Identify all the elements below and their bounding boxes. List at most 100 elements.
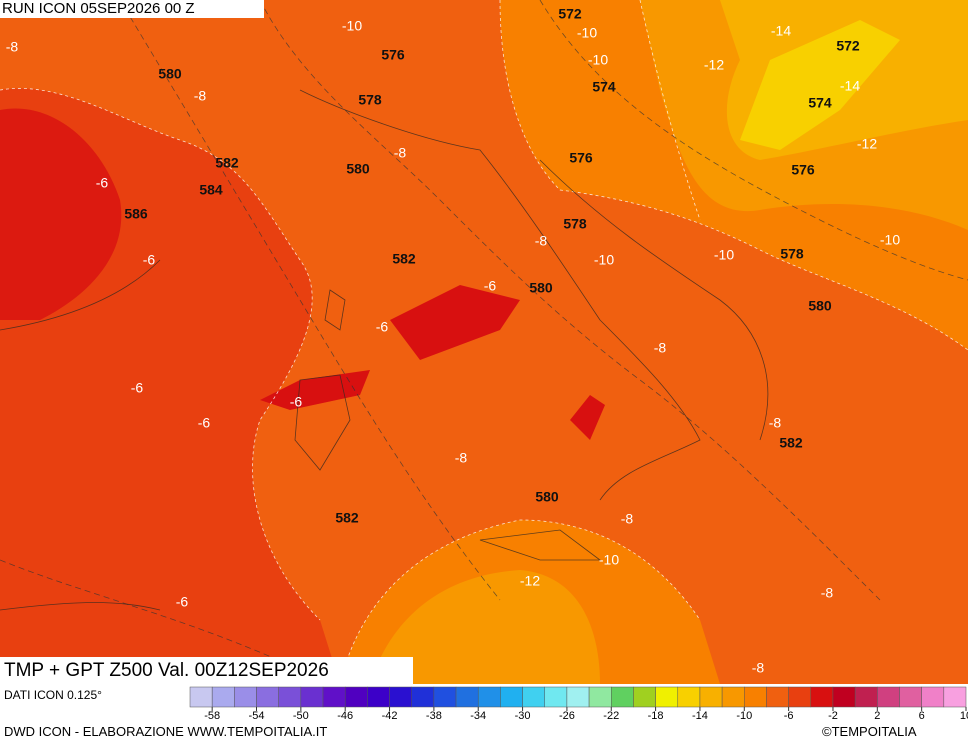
- colorbar-tick-label: 2: [874, 710, 880, 722]
- temperature-label: -6: [143, 252, 156, 268]
- temperature-label: -10: [599, 552, 619, 568]
- map-title: TMP + GPT Z500 Val. 00Z12SEP2026: [0, 657, 413, 684]
- temperature-label: -8: [194, 88, 207, 104]
- geopotential-lines: [0, 0, 968, 685]
- colorbar-swatch: [455, 686, 479, 708]
- colorbar-swatch: [300, 686, 324, 708]
- geopotential-label: 574: [808, 95, 832, 111]
- colorbar-swatch: [344, 686, 368, 708]
- colorbar-swatch: [810, 686, 834, 708]
- temperature-label: -6: [96, 175, 109, 191]
- colorbar-tick-label: -6: [784, 710, 794, 722]
- geopotential-label: 576: [381, 47, 405, 63]
- geopotential-label: 574: [592, 79, 616, 95]
- colorbar-swatch: [367, 686, 390, 708]
- geopotential-label: 584: [199, 182, 223, 198]
- temperature-label: -8: [752, 660, 765, 676]
- colorbar-swatch: [832, 686, 856, 708]
- colorbar-swatch: [921, 686, 945, 708]
- colorbar-tick-label: -34: [470, 710, 486, 722]
- colorbar-swatch: [744, 686, 767, 708]
- geopotential-label: 580: [158, 66, 182, 82]
- warm-core: [390, 285, 520, 360]
- temperature-label: -10: [342, 18, 362, 34]
- colorbar-swatch: [477, 686, 501, 708]
- geopotential-label: 582: [779, 435, 803, 451]
- credit: DWD ICON - ELABORAZIONE WWW.TEMPOITALIA.…: [4, 724, 328, 739]
- colorbar-swatch: [566, 686, 590, 708]
- temperature-label: -6: [484, 278, 497, 294]
- temperature-label: -6: [131, 380, 144, 396]
- geopotential-label: 572: [558, 6, 582, 22]
- colorbar-swatch: [677, 686, 701, 708]
- colorbar-swatch: [522, 686, 545, 708]
- temperature-label: -12: [704, 57, 724, 73]
- colorbar-tick-label: -54: [249, 710, 265, 722]
- warm-core: [570, 395, 605, 440]
- colorbar-swatch: [433, 686, 457, 708]
- colorbar-swatch: [322, 686, 346, 708]
- temperature-label: -8: [394, 145, 407, 161]
- colorbar-swatch: [877, 686, 900, 708]
- colorbar-tick-label: -30: [515, 710, 531, 722]
- colorbar-swatch: [411, 686, 435, 708]
- coastlines: [0, 89, 769, 611]
- warm-core: [0, 108, 122, 320]
- geopotential-label: 576: [569, 150, 593, 166]
- cold-region: [370, 570, 600, 684]
- colorbar-tick-label: -2: [828, 710, 838, 722]
- colorbar-swatch: [943, 686, 967, 708]
- geopotential-label: 582: [215, 155, 239, 171]
- temperature-label: -8: [654, 340, 667, 356]
- temperature-label: -8: [455, 450, 468, 466]
- map-labels: -10 572 -10 -14 572 -8 576 -10 -12 580 -8 578 574 -14…: [6, 6, 901, 676]
- temperature-label: -8: [621, 511, 634, 527]
- geopotential-label: 578: [563, 216, 587, 232]
- isotherms: [0, 0, 968, 685]
- run-header: RUN ICON 05SEP2026 00 Z: [0, 0, 264, 18]
- colorbar-swatch: [389, 686, 412, 708]
- colorbar-swatch: [899, 686, 922, 708]
- geopotential-label: 572: [836, 38, 860, 54]
- temperature-label: -8: [6, 39, 19, 55]
- geopotential-label: 580: [808, 298, 832, 314]
- colorbar-swatch: [854, 686, 878, 708]
- colorbar-tick-label: -50: [293, 710, 309, 722]
- geopotential-label: 580: [346, 161, 370, 177]
- temperature-label: -14: [771, 23, 791, 39]
- geopotential-label: 582: [335, 510, 359, 526]
- temperature-label: -6: [290, 394, 303, 410]
- colorbar-swatch: [189, 686, 213, 708]
- temperature-label: -6: [176, 594, 189, 610]
- temperature-label: -10: [880, 232, 900, 248]
- temperature-label: -8: [769, 415, 782, 431]
- colorbar: -58 -54 -50 -46 -42 -38 -34 -30 -26 -22 -18 -14 -10-…: [189, 686, 968, 722]
- data-source: DATI ICON 0.125°: [4, 688, 102, 702]
- temperature-label: -10: [577, 25, 597, 41]
- colorbar-tick-label: -18: [648, 710, 664, 722]
- colorbar-swatch: [256, 686, 279, 708]
- geopotential-label: 582: [392, 251, 416, 267]
- temperature-label: -6: [198, 415, 211, 431]
- cold-core: [740, 20, 900, 150]
- temperature-label: -12: [520, 573, 540, 589]
- colorbar-swatch: [788, 686, 812, 708]
- geopotential-label: 578: [358, 92, 382, 108]
- temperature-label: -8: [535, 233, 548, 249]
- colorbar-tick-label: -42: [382, 710, 398, 722]
- temperature-label: -8: [821, 585, 834, 601]
- copyright: ©TEMPOITALIA: [822, 724, 917, 739]
- colorbar-tick-label: 6: [919, 710, 925, 722]
- colorbar-tick-label: 10: [960, 710, 968, 722]
- temperature-label: -10: [714, 247, 734, 263]
- colorbar-swatch: [588, 686, 612, 708]
- temperature-label: -10: [588, 52, 608, 68]
- temperature-label: -10: [594, 252, 614, 268]
- colorbar-tick-label: -26: [559, 710, 575, 722]
- colorbar-tick-label: -38: [426, 710, 442, 722]
- temperature-label: -6: [376, 319, 389, 335]
- geopotential-label: 586: [124, 206, 148, 222]
- colorbar-tick-label: -58: [204, 710, 220, 722]
- colorbar-tick-label: -14: [692, 710, 708, 722]
